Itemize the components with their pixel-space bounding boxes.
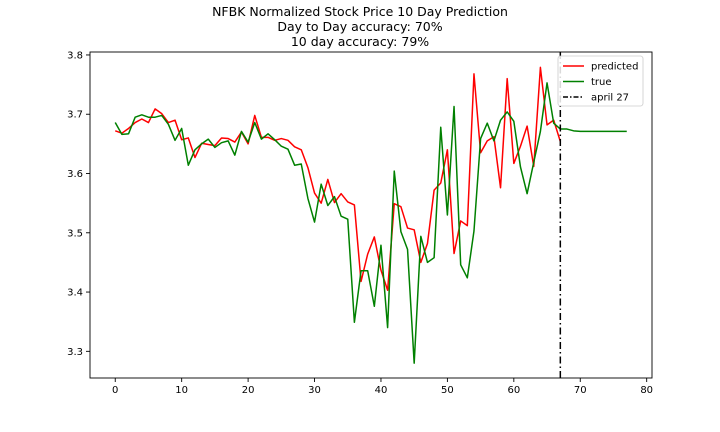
y-tick-label: 3.8 (67, 50, 83, 61)
x-tick-label: 80 (640, 385, 653, 396)
legend-label-true: true (591, 77, 612, 88)
y-tick-label: 3.4 (67, 288, 83, 299)
x-tick-label: 10 (175, 385, 188, 396)
chart-subtitle-day-accuracy: Day to Day accuracy: 70% (277, 19, 443, 34)
y-tick-label: 3.7 (67, 110, 83, 121)
legend-label-predicted: predicted (591, 62, 638, 73)
series-line-true (114, 82, 627, 364)
y-tick-label: 3.3 (67, 347, 83, 358)
x-tick-label: 50 (441, 385, 454, 396)
x-tick-label: 40 (375, 385, 388, 396)
y-tick-label: 3.5 (67, 228, 83, 239)
chart-subtitle-10day-accuracy: 10 day accuracy: 79% (290, 34, 430, 49)
x-tick-label: 60 (507, 385, 520, 396)
legend: predicted true april 27 (557, 55, 644, 107)
x-tick-label: 70 (574, 385, 587, 396)
plot-area-border (89, 51, 653, 379)
series-line-predicted (114, 66, 562, 292)
x-tick-label: 30 (308, 385, 321, 396)
axes-frame (89, 51, 653, 379)
x-tick-label: 20 (242, 385, 255, 396)
legend-label-april-27: april 27 (591, 93, 629, 104)
x-tick-label: 0 (112, 385, 118, 396)
chart-title: NFBK Normalized Stock Price 10 Day Predi… (212, 4, 508, 19)
axis-ticks: 0 10 20 30 40 50 60 70 80 3.3 3.4 3.5 3.6 3.7 3.8 (67, 50, 653, 396)
series-lines (114, 66, 627, 364)
y-tick-label: 3.6 (67, 169, 83, 180)
legend-box (557, 55, 644, 107)
